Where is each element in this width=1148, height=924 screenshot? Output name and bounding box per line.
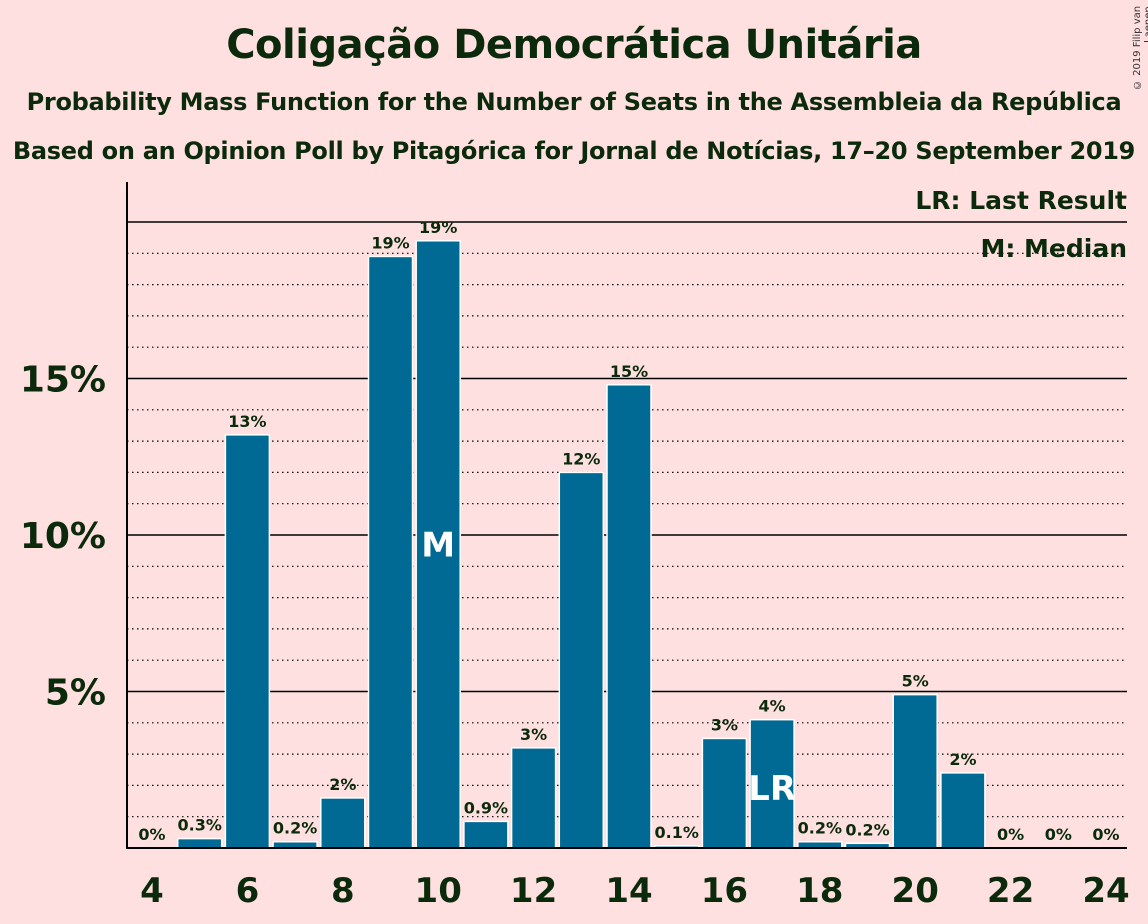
bar-seat-10 <box>415 240 461 849</box>
x-tick-label: 20 <box>892 871 939 911</box>
bar-value-label: 0% <box>138 825 165 844</box>
y-tick-label: 5% <box>45 673 106 714</box>
bar-seat-8 <box>320 797 366 849</box>
x-tick-label: 4 <box>140 871 164 911</box>
bar-value-label: 15% <box>610 362 648 381</box>
last-result-marker: LR <box>748 769 796 809</box>
bar-value-label: 0.3% <box>178 816 222 835</box>
x-tick-label: 6 <box>236 871 260 911</box>
x-tick-label: 16 <box>701 871 748 911</box>
chart-source-subtitle: Based on an Opinion Poll by Pitagórica f… <box>12 137 1136 165</box>
bar-seat-14 <box>606 384 652 849</box>
x-tick-label: 10 <box>415 871 462 911</box>
bar-value-label: 13% <box>228 412 266 431</box>
bar-value-label: 0% <box>997 825 1024 844</box>
y-tick-label: 15% <box>20 360 106 401</box>
bar-value-label: 0% <box>1092 825 1119 844</box>
bar-seat-16 <box>701 737 748 849</box>
bar-seat-21 <box>940 772 986 849</box>
bar-value-label: 3% <box>711 715 738 734</box>
bar-value-label: 19% <box>419 218 457 237</box>
bar-value-label: 0.2% <box>273 819 317 838</box>
chart-title: Coligação Democrática Unitária <box>226 22 922 68</box>
legend-median: M: Median <box>980 234 1127 263</box>
bar-value-label: 0% <box>1045 825 1072 844</box>
bar-seat-11 <box>463 820 509 849</box>
bar-value-label: 0.2% <box>845 820 889 839</box>
bar-value-label: 5% <box>902 672 929 691</box>
x-tick-label: 18 <box>796 871 843 911</box>
bar-value-label: 4% <box>759 697 786 716</box>
bar-seat-9 <box>367 255 414 849</box>
x-tick-label: 8 <box>331 871 355 911</box>
legend-last-result: LR: Last Result <box>915 186 1127 215</box>
bar-value-label: 3% <box>520 725 547 744</box>
median-marker: M <box>421 525 455 565</box>
y-tick-label: 10% <box>20 516 106 557</box>
bar-seat-5 <box>176 837 223 849</box>
chart-subtitle: Probability Mass Function for the Number… <box>26 88 1122 116</box>
bar-seat-12 <box>510 747 557 849</box>
bar-value-label: 2% <box>949 750 976 769</box>
x-tick-label: 24 <box>1082 871 1129 911</box>
bar-seat-6 <box>224 434 271 849</box>
bar-value-label: 2% <box>329 775 356 794</box>
x-tick-label: 14 <box>605 871 652 911</box>
bar-seat-13 <box>558 471 605 849</box>
bar-value-label: 0.2% <box>798 819 842 838</box>
bar-value-label: 0.9% <box>464 798 508 817</box>
x-tick-label: 12 <box>510 871 557 911</box>
bar-value-label: 0.1% <box>655 823 699 842</box>
bar-value-label: 19% <box>371 233 409 252</box>
bar-value-label: 12% <box>562 449 600 468</box>
bar-seat-20 <box>892 693 938 849</box>
x-tick-label: 22 <box>987 871 1034 911</box>
